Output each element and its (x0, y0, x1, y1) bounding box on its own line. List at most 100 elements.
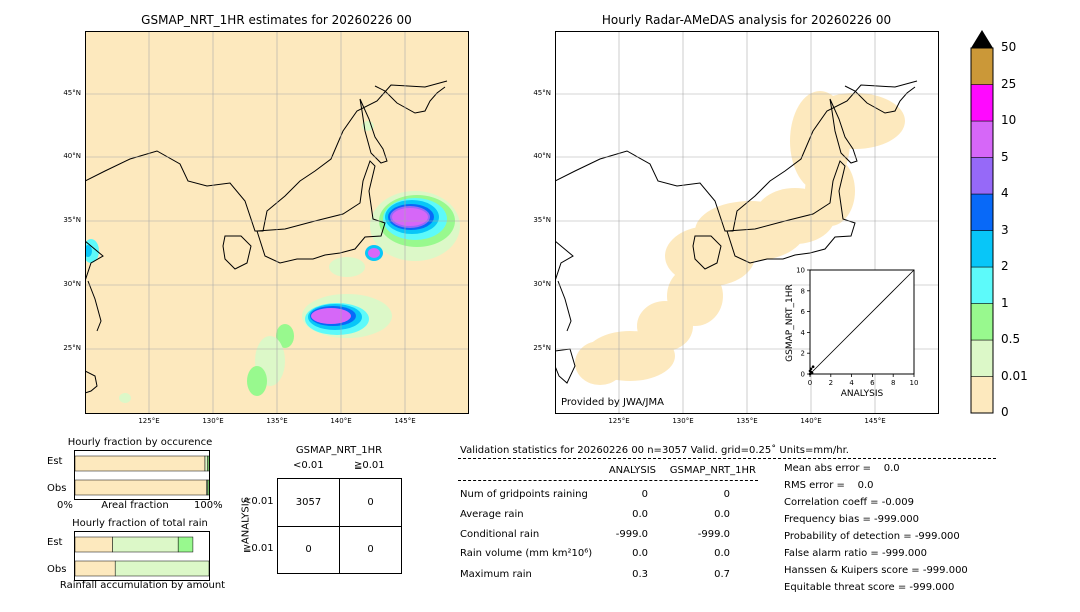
scatter-xtick-4: 8 (891, 379, 895, 387)
scatter-xtick-5: 10 (910, 379, 919, 387)
score-4: Probability of detection = -999.000 (784, 531, 960, 542)
right-lon-tick-135: 135°E (736, 417, 758, 425)
scatter-point-5 (808, 369, 812, 373)
colorbar-label-0: 0 (1001, 405, 1009, 419)
validation-col-gsmap: GSMAP_NRT_1HR (669, 465, 756, 476)
validation-row-2-a: -999.0 (615, 529, 648, 540)
contingency-table: 3057 0 0 0 (277, 478, 402, 574)
colorbar-box-4 (970, 230, 994, 268)
left-map-grid (85, 31, 469, 414)
left-lat-tick-45: 45°N (63, 89, 81, 97)
occurrence-xlabel-mid: Areal fraction (101, 500, 169, 511)
colorbar-box-8 (970, 84, 994, 122)
scatter-point-3 (809, 367, 813, 371)
left-lon-tick-130: 130°E (202, 417, 224, 425)
validation-col-analysis: ANALYSIS (608, 465, 656, 476)
colorbar-box-7 (970, 120, 994, 158)
validation-row-4-a: 0.3 (632, 569, 648, 580)
validation-row-1-label: Average rain (460, 509, 524, 520)
score-6: Hanssen & Kuipers score = -999.000 (784, 565, 968, 576)
scatter-ytick-4: 8 (801, 287, 805, 295)
totalrain-bars (75, 536, 209, 577)
scatter-ytick-1: 2 (801, 350, 805, 358)
right-lat-tick-45: 45°N (533, 89, 551, 97)
totalrain-bar-obs-0 (75, 560, 116, 577)
totalrain-plot (74, 531, 210, 581)
colorbar-label-2: 0.5 (1001, 332, 1021, 346)
scatter-ytick-3: 6 (801, 308, 806, 316)
validation-row-3-b: 0.0 (714, 548, 730, 559)
totalrain-bar-obs-1 (114, 560, 209, 577)
right-lon-tick-140: 140°E (800, 417, 822, 425)
scatter-ytick-0: 0 (801, 371, 805, 379)
right-lon-tick-125: 125°E (608, 417, 630, 425)
colorbar-frame (970, 47, 994, 414)
occurrence-plot (74, 450, 210, 500)
left-map (85, 31, 469, 414)
occurrence-bars (75, 455, 209, 496)
score-1: RMS error = 0.0 (784, 480, 874, 491)
score-3: Frequency bias = -999.000 (784, 514, 919, 525)
left-map-title: GSMAP_NRT_1HR estimates for 20260226 00 (141, 13, 412, 27)
totalrain-bar-est-2 (177, 536, 194, 553)
totalrain-bar-est-0 (75, 536, 113, 553)
validation-divider-mid (458, 480, 758, 481)
left-lon-tick-140: 140°E (330, 417, 352, 425)
scatter-xtick-1: 2 (829, 379, 833, 387)
score-5: False alarm ratio = -999.000 (784, 548, 927, 559)
scatter-xtick-2: 4 (849, 379, 854, 387)
validation-row-0-label: Num of gridpoints raining (460, 489, 588, 500)
colorbar-label-7: 5 (1001, 149, 1009, 164)
validation-row-2-b: -999.0 (697, 529, 730, 540)
scatter-point-0 (808, 372, 812, 376)
validation-row-3-label: Rain volume (mm km²10⁶) (460, 548, 593, 559)
right-lat-tick-35: 35°N (533, 216, 551, 224)
validation-header: Validation statistics for 20260226 00 n=… (460, 445, 849, 456)
occurrence-bar-est-2 (207, 455, 209, 472)
contingency-title: GSMAP_NRT_1HR (295, 445, 383, 456)
occurrence-bar-est-1 (204, 455, 208, 472)
occurrence-xlabel-left: 0% (57, 500, 73, 511)
colorbar-box-9 (970, 47, 994, 85)
contingency-cell-10: 0 (305, 544, 312, 555)
validation-row-1-a: 0.0 (632, 509, 648, 520)
totalrain-cat-est: Est (47, 537, 63, 548)
scatter-ytick-2: 4 (801, 329, 806, 337)
right-lat-tick-25: 25°N (533, 344, 551, 352)
right-map-title: Hourly Radar-AMeDAS analysis for 2026022… (601, 13, 892, 27)
occurrence-xlabel-right: 100% (194, 500, 223, 511)
right-lon-tick-145: 145°E (864, 417, 886, 425)
validation-divider-top (458, 458, 996, 459)
colorbar (970, 30, 994, 414)
scatter-ytick-5: 10 (796, 267, 805, 275)
totalrain-xlabel: Rainfall accumulation by amount (59, 580, 226, 591)
occurrence-bar-obs-0 (75, 479, 207, 496)
colorbar-label-6: 4 (1001, 186, 1009, 200)
left-lon-tick-135: 135°E (266, 417, 288, 425)
colorbar-box-2 (970, 303, 994, 341)
occurrence-title: Hourly fraction by occurence (67, 437, 213, 448)
scatter-point-2 (810, 371, 814, 375)
validation-row-4-label: Maximum rain (460, 569, 532, 580)
contingency-row-2: ≧0.01 (243, 543, 274, 554)
score-7: Equitable threat score = -999.000 (784, 582, 955, 593)
right-lon-tick-130: 130°E (672, 417, 694, 425)
colorbar-extend-triangle (971, 30, 993, 48)
contingency-row-1: <0.01 (243, 496, 274, 507)
scatter-ylabel: GSMAP_NRT_1HR (785, 284, 795, 362)
validation-row-3-a: 0.0 (632, 548, 648, 559)
left-lat-tick-35: 35°N (63, 216, 81, 224)
left-lon-tick-145: 145°E (394, 417, 416, 425)
right-lat-tick-40: 40°N (533, 152, 551, 160)
colorbar-box-3 (970, 266, 994, 304)
totalrain-title: Hourly fraction of total rain (72, 518, 208, 529)
validation-row-4-b: 0.7 (714, 569, 730, 580)
colorbar-label-3: 1 (1001, 295, 1009, 310)
left-lat-tick-25: 25°N (63, 344, 81, 352)
scatter-xlabel: ANALYSIS (840, 389, 884, 399)
occurrence-bar-obs-2 (207, 479, 209, 496)
contingency-cell-11: 0 (367, 544, 374, 555)
scatter-xtick-0: 0 (808, 379, 812, 387)
colorbar-box-6 (970, 157, 994, 195)
scatter-diagonal (809, 269, 915, 375)
